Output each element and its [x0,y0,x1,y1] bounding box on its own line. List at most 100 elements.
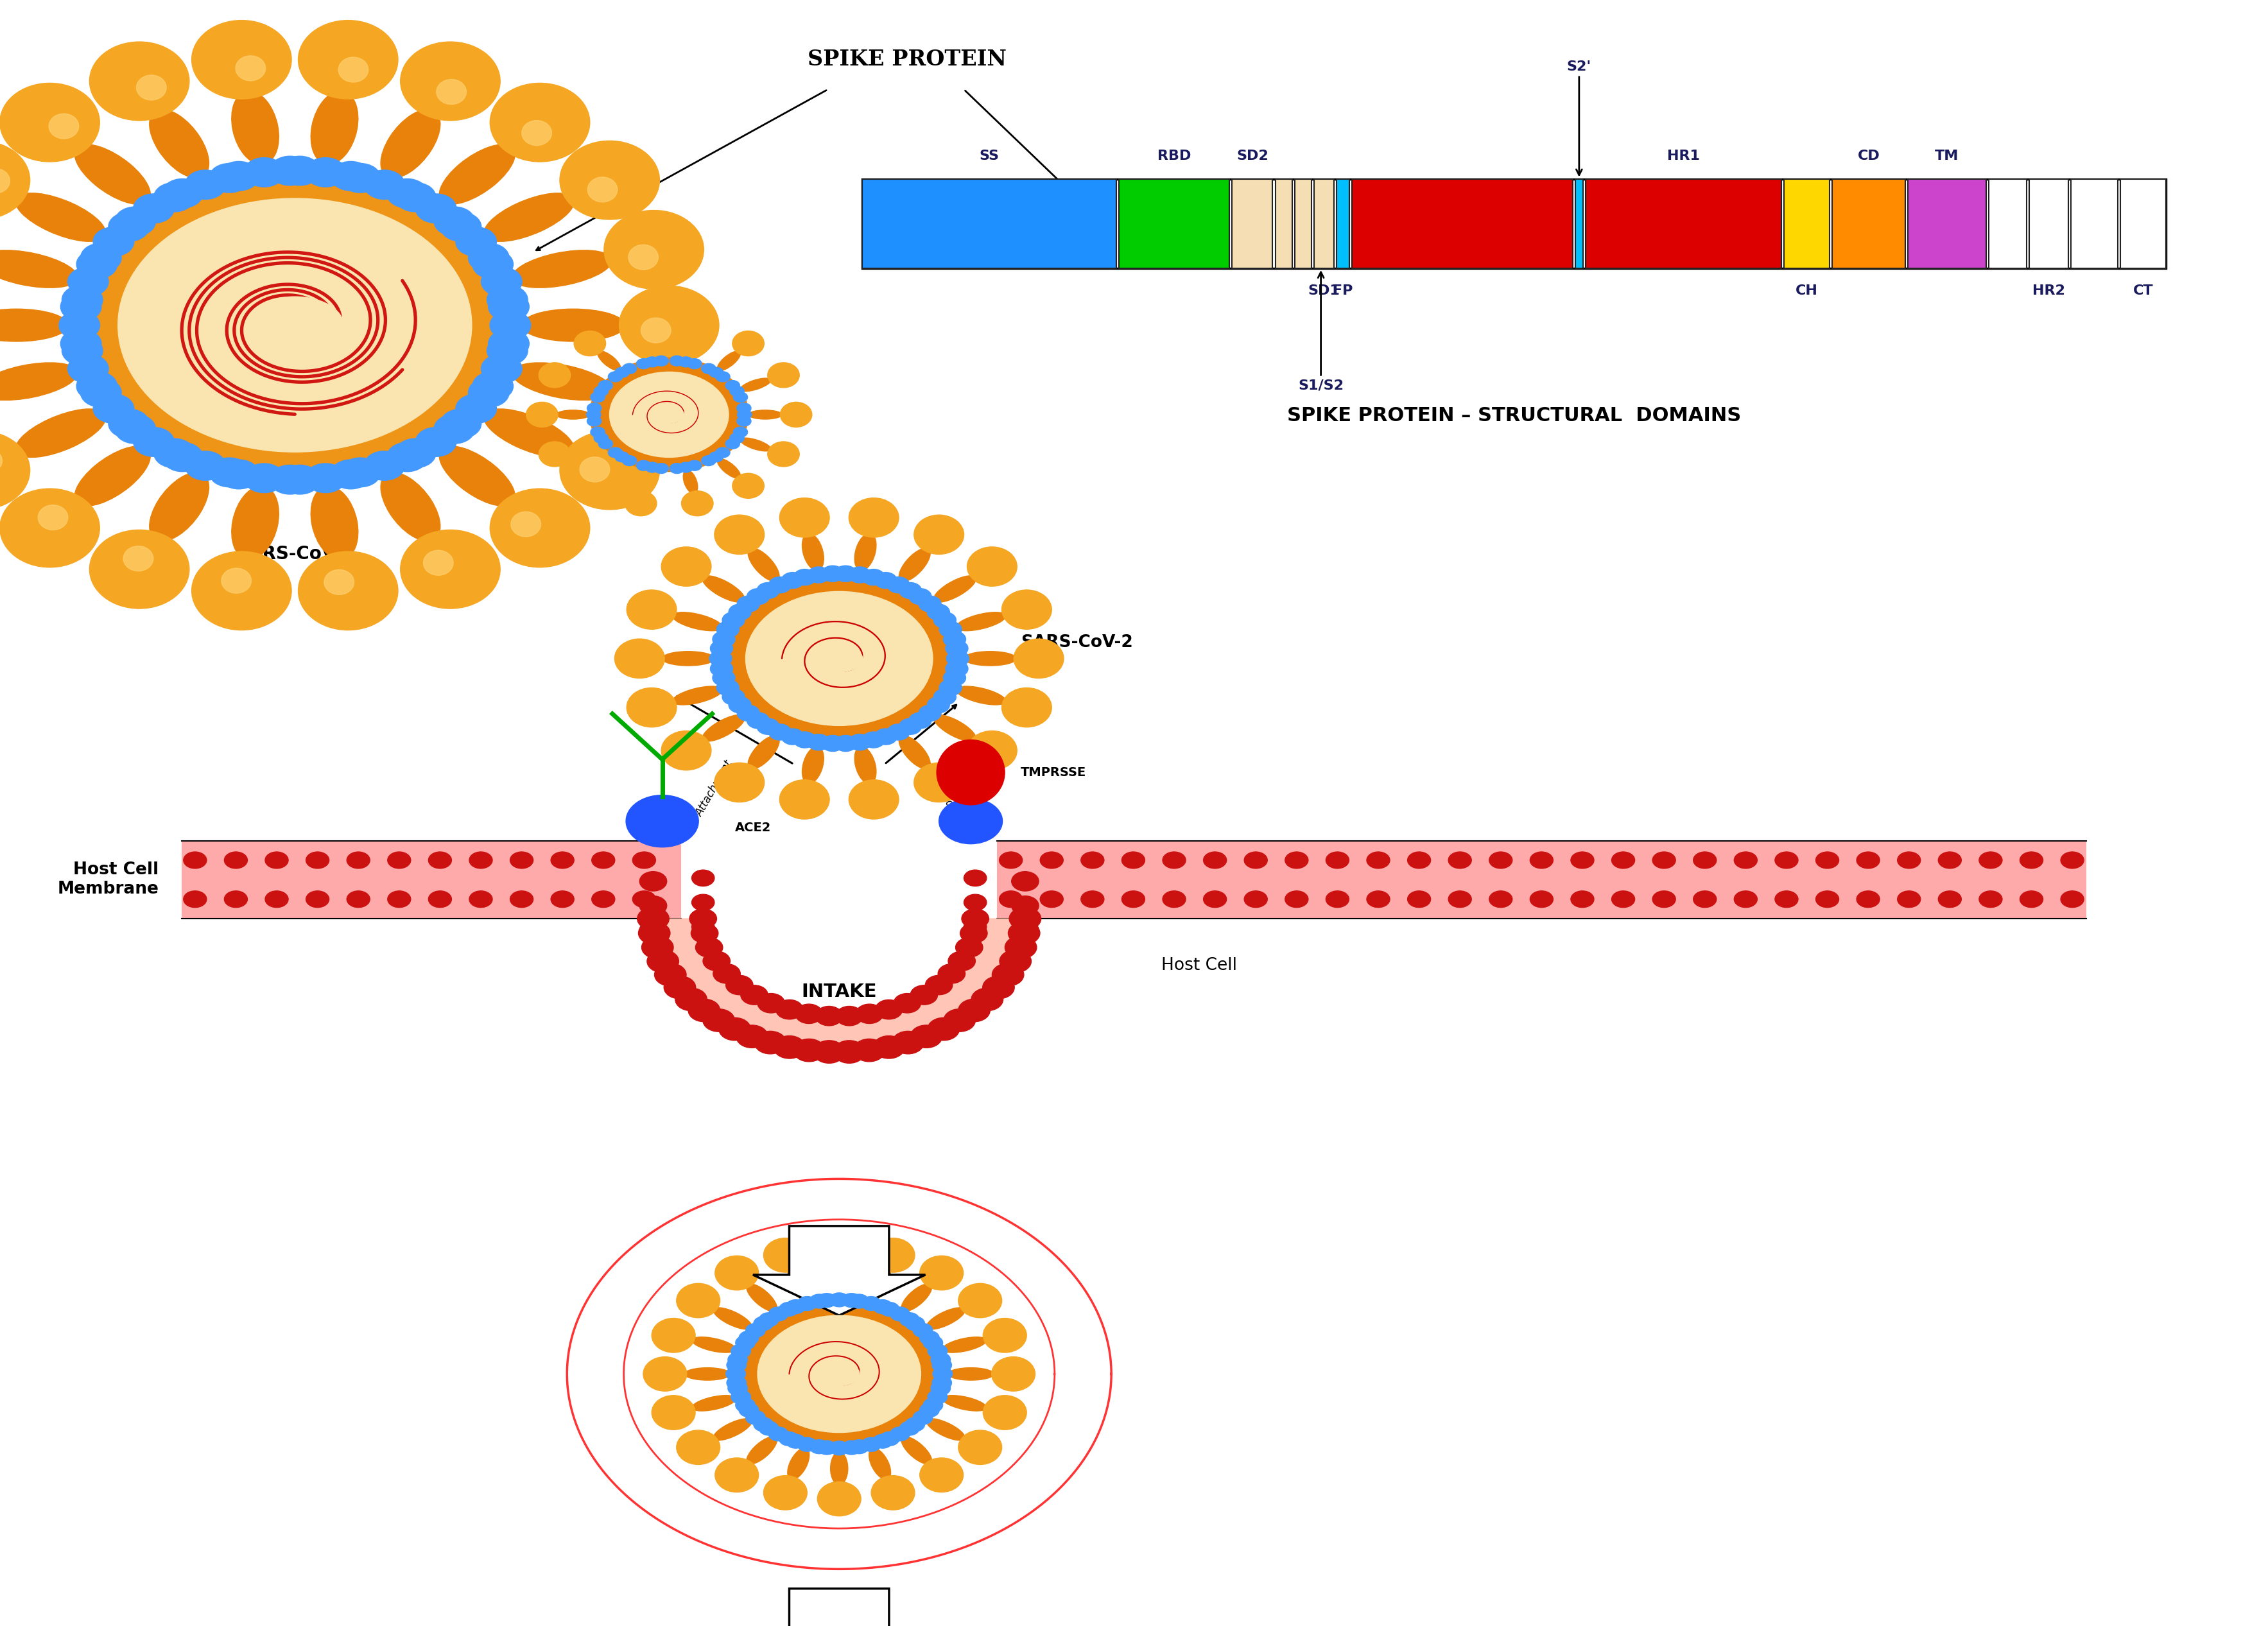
Text: SARS-CoV-2: SARS-CoV-2 [236,545,354,563]
Circle shape [721,689,744,706]
Circle shape [703,1008,735,1031]
Circle shape [1009,922,1041,945]
Circle shape [388,852,411,868]
Circle shape [279,156,320,185]
Ellipse shape [780,780,830,820]
Ellipse shape [150,473,209,541]
Ellipse shape [0,141,29,220]
Circle shape [919,706,941,722]
Circle shape [331,460,372,489]
Circle shape [739,1403,758,1418]
Circle shape [939,621,962,637]
Circle shape [599,439,612,449]
Circle shape [946,641,968,657]
Ellipse shape [540,363,572,387]
Circle shape [118,198,472,452]
Circle shape [61,337,102,366]
Circle shape [109,410,150,439]
Circle shape [184,852,206,868]
Circle shape [186,450,227,480]
Circle shape [932,1367,953,1380]
Circle shape [928,1345,948,1358]
Circle shape [610,372,728,457]
Ellipse shape [0,169,9,193]
Circle shape [640,872,667,891]
Ellipse shape [642,317,671,343]
Circle shape [1286,891,1309,907]
Circle shape [687,359,701,369]
Circle shape [61,285,102,314]
Ellipse shape [640,470,655,493]
Text: S2': S2' [1567,60,1592,176]
Circle shape [848,735,871,750]
Circle shape [728,603,751,620]
Ellipse shape [567,437,599,450]
Circle shape [669,356,685,366]
Circle shape [592,852,615,868]
Ellipse shape [0,309,68,341]
Ellipse shape [88,530,188,608]
Circle shape [1000,891,1023,907]
Bar [2121,179,2166,268]
Circle shape [692,894,714,911]
Circle shape [1490,891,1513,907]
Text: ACE2: ACE2 [735,821,771,834]
Circle shape [760,1312,778,1327]
Circle shape [746,592,932,725]
Circle shape [61,293,102,322]
Circle shape [637,460,651,470]
Ellipse shape [231,486,279,559]
Circle shape [1163,852,1186,868]
Circle shape [363,450,404,480]
Ellipse shape [680,491,712,515]
Ellipse shape [587,177,617,202]
Ellipse shape [869,1449,891,1480]
Ellipse shape [626,314,658,338]
Text: CD: CD [1857,150,1880,163]
Circle shape [161,179,202,208]
Circle shape [773,1036,805,1059]
Ellipse shape [574,473,606,498]
Ellipse shape [714,1307,751,1330]
Circle shape [934,611,957,628]
Ellipse shape [928,1418,964,1441]
Circle shape [712,631,735,647]
Circle shape [587,416,601,426]
Ellipse shape [733,332,764,356]
Circle shape [692,924,719,943]
Bar [1833,179,1905,268]
Circle shape [830,1441,848,1455]
Circle shape [758,719,780,735]
Ellipse shape [746,1437,778,1463]
Circle shape [388,891,411,907]
Bar [998,841,2087,919]
Circle shape [1368,852,1390,868]
Circle shape [758,582,780,598]
Circle shape [873,1299,894,1314]
Circle shape [134,428,175,457]
Circle shape [615,367,628,377]
Circle shape [655,963,687,985]
Circle shape [921,1403,939,1418]
Ellipse shape [653,407,685,423]
Circle shape [909,712,932,728]
Ellipse shape [440,145,515,205]
Circle shape [782,728,803,745]
Circle shape [1776,852,1799,868]
Ellipse shape [440,446,515,506]
Circle shape [726,976,753,995]
Circle shape [109,211,150,241]
Circle shape [270,465,311,494]
Circle shape [909,1024,941,1047]
Circle shape [742,985,769,1005]
Bar [1118,179,1229,268]
Ellipse shape [739,379,771,392]
Circle shape [712,964,739,984]
Circle shape [905,1317,925,1330]
Circle shape [590,392,606,402]
Circle shape [830,1293,848,1307]
Bar [862,179,1116,268]
Circle shape [930,1380,950,1395]
Circle shape [1939,852,1962,868]
Circle shape [687,460,701,470]
